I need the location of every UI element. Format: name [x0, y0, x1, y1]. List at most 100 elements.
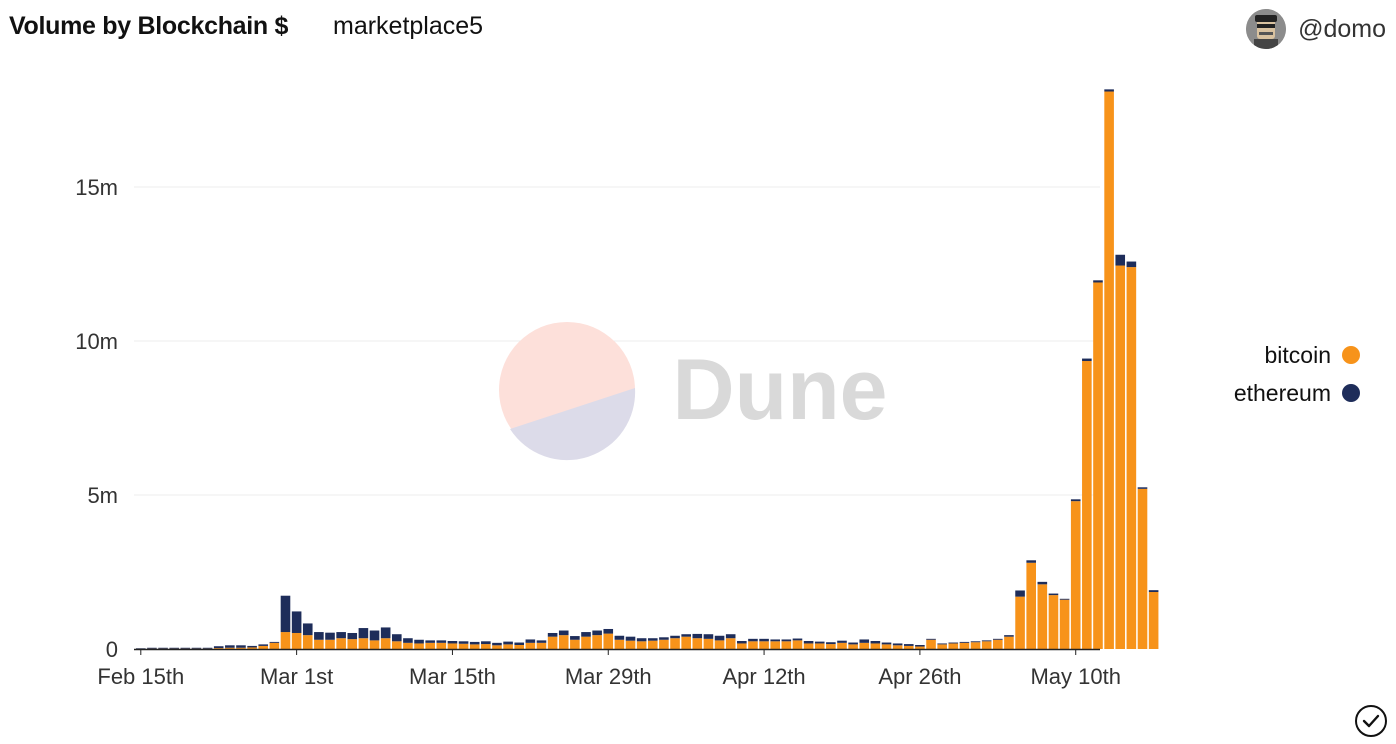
bar-ethereum[interactable] — [892, 643, 903, 646]
bar-bitcoin[interactable] — [1037, 584, 1048, 649]
bar-ethereum[interactable] — [614, 635, 625, 640]
bar-bitcoin[interactable] — [380, 638, 391, 649]
bar-ethereum[interactable] — [291, 611, 302, 633]
bar-bitcoin[interactable] — [314, 639, 324, 649]
bar-bitcoin[interactable] — [959, 642, 970, 649]
bar-ethereum[interactable] — [547, 632, 558, 637]
bar-bitcoin[interactable] — [1115, 265, 1126, 649]
bar-bitcoin[interactable] — [636, 641, 647, 649]
legend-item-bitcoin[interactable]: bitcoin — [1234, 336, 1360, 374]
bar-ethereum[interactable] — [803, 640, 814, 644]
bar-ethereum[interactable] — [314, 632, 324, 640]
bar-bitcoin[interactable] — [581, 636, 591, 649]
bar-bitcoin[interactable] — [937, 644, 947, 649]
bar-ethereum[interactable] — [647, 638, 658, 641]
bar-ethereum[interactable] — [247, 645, 257, 648]
bar-ethereum[interactable] — [280, 595, 291, 633]
bar-ethereum[interactable] — [447, 640, 458, 644]
bar-ethereum[interactable] — [926, 638, 936, 640]
bar-ethereum[interactable] — [558, 630, 569, 636]
bar-ethereum[interactable] — [1093, 280, 1103, 283]
bar-bitcoin[interactable] — [614, 639, 625, 649]
bar-bitcoin[interactable] — [881, 644, 892, 649]
bar-bitcoin[interactable] — [269, 642, 280, 649]
bar-bitcoin[interactable] — [469, 644, 480, 649]
bar-ethereum[interactable] — [358, 628, 369, 639]
bar-bitcoin[interactable] — [536, 642, 547, 649]
bar-bitcoin[interactable] — [1026, 562, 1036, 649]
bar-bitcoin[interactable] — [347, 639, 358, 649]
bar-ethereum[interactable] — [1004, 635, 1014, 637]
bar-bitcoin[interactable] — [948, 643, 959, 649]
bar-ethereum[interactable] — [592, 630, 602, 636]
bar-ethereum[interactable] — [881, 642, 892, 645]
bar-ethereum[interactable] — [136, 648, 146, 649]
bar-ethereum[interactable] — [525, 639, 536, 643]
bar-ethereum[interactable] — [1048, 593, 1059, 596]
bar-bitcoin[interactable] — [892, 645, 903, 649]
bar-ethereum[interactable] — [625, 636, 636, 641]
bar-bitcoin[interactable] — [692, 638, 703, 649]
bar-ethereum[interactable] — [915, 644, 925, 647]
bar-ethereum[interactable] — [503, 641, 513, 645]
bar-bitcoin[interactable] — [570, 639, 580, 649]
bar-ethereum[interactable] — [1070, 499, 1081, 502]
bar-bitcoin[interactable] — [514, 644, 525, 649]
bar-ethereum[interactable] — [436, 640, 447, 643]
bar-ethereum[interactable] — [347, 632, 358, 640]
bar-ethereum[interactable] — [725, 634, 736, 639]
bar-bitcoin[interactable] — [926, 639, 936, 649]
bar-ethereum[interactable] — [403, 638, 413, 643]
bar-ethereum[interactable] — [714, 635, 725, 641]
bar-ethereum[interactable] — [147, 647, 157, 649]
bar-bitcoin[interactable] — [258, 645, 269, 649]
query-name[interactable]: marketplace5 — [333, 12, 484, 40]
bar-bitcoin[interactable] — [792, 640, 803, 649]
bar-bitcoin[interactable] — [826, 644, 836, 649]
bar-bitcoin[interactable] — [848, 644, 858, 649]
bar-bitcoin[interactable] — [336, 638, 346, 649]
bar-bitcoin[interactable] — [681, 636, 691, 649]
bar-ethereum[interactable] — [458, 641, 469, 644]
bar-ethereum[interactable] — [670, 635, 680, 639]
bar-bitcoin[interactable] — [1126, 267, 1137, 649]
bar-bitcoin[interactable] — [803, 643, 814, 649]
bar-bitcoin[interactable] — [703, 638, 714, 649]
bar-ethereum[interactable] — [391, 634, 402, 642]
bar-ethereum[interactable] — [1148, 590, 1159, 593]
bar-bitcoin[interactable] — [525, 642, 536, 649]
bar-bitcoin[interactable] — [748, 641, 758, 649]
bar-ethereum[interactable] — [1037, 581, 1048, 585]
bar-bitcoin[interactable] — [236, 647, 246, 649]
bar-ethereum[interactable] — [258, 644, 269, 646]
bar-bitcoin[interactable] — [647, 640, 658, 649]
bar-bitcoin[interactable] — [1015, 596, 1025, 649]
bar-bitcoin[interactable] — [291, 632, 302, 649]
bar-bitcoin[interactable] — [781, 641, 792, 649]
bar-bitcoin[interactable] — [458, 643, 469, 649]
bar-bitcoin[interactable] — [325, 639, 335, 649]
bar-ethereum[interactable] — [636, 638, 647, 642]
bar-bitcoin[interactable] — [592, 635, 602, 649]
bar-ethereum[interactable] — [603, 628, 614, 634]
bar-ethereum[interactable] — [514, 642, 525, 645]
bar-ethereum[interactable] — [1015, 590, 1025, 597]
bar-bitcoin[interactable] — [659, 639, 669, 649]
bar-bitcoin[interactable] — [725, 638, 736, 649]
bar-ethereum[interactable] — [759, 638, 769, 642]
bar-bitcoin[interactable] — [225, 647, 235, 649]
bar-ethereum[interactable] — [970, 641, 981, 643]
username[interactable]: @domo — [1298, 14, 1386, 43]
bar-ethereum[interactable] — [492, 642, 502, 646]
bar-ethereum[interactable] — [937, 643, 947, 645]
bar-ethereum[interactable] — [325, 632, 335, 640]
bar-bitcoin[interactable] — [247, 647, 257, 649]
bar-bitcoin[interactable] — [358, 638, 369, 649]
bar-ethereum[interactable] — [1059, 598, 1070, 600]
bar-bitcoin[interactable] — [369, 640, 380, 649]
bar-ethereum[interactable] — [659, 637, 669, 640]
bar-ethereum[interactable] — [1082, 358, 1092, 362]
bar-bitcoin[interactable] — [1082, 361, 1092, 649]
bar-ethereum[interactable] — [826, 642, 836, 645]
bar-ethereum[interactable] — [859, 639, 870, 643]
